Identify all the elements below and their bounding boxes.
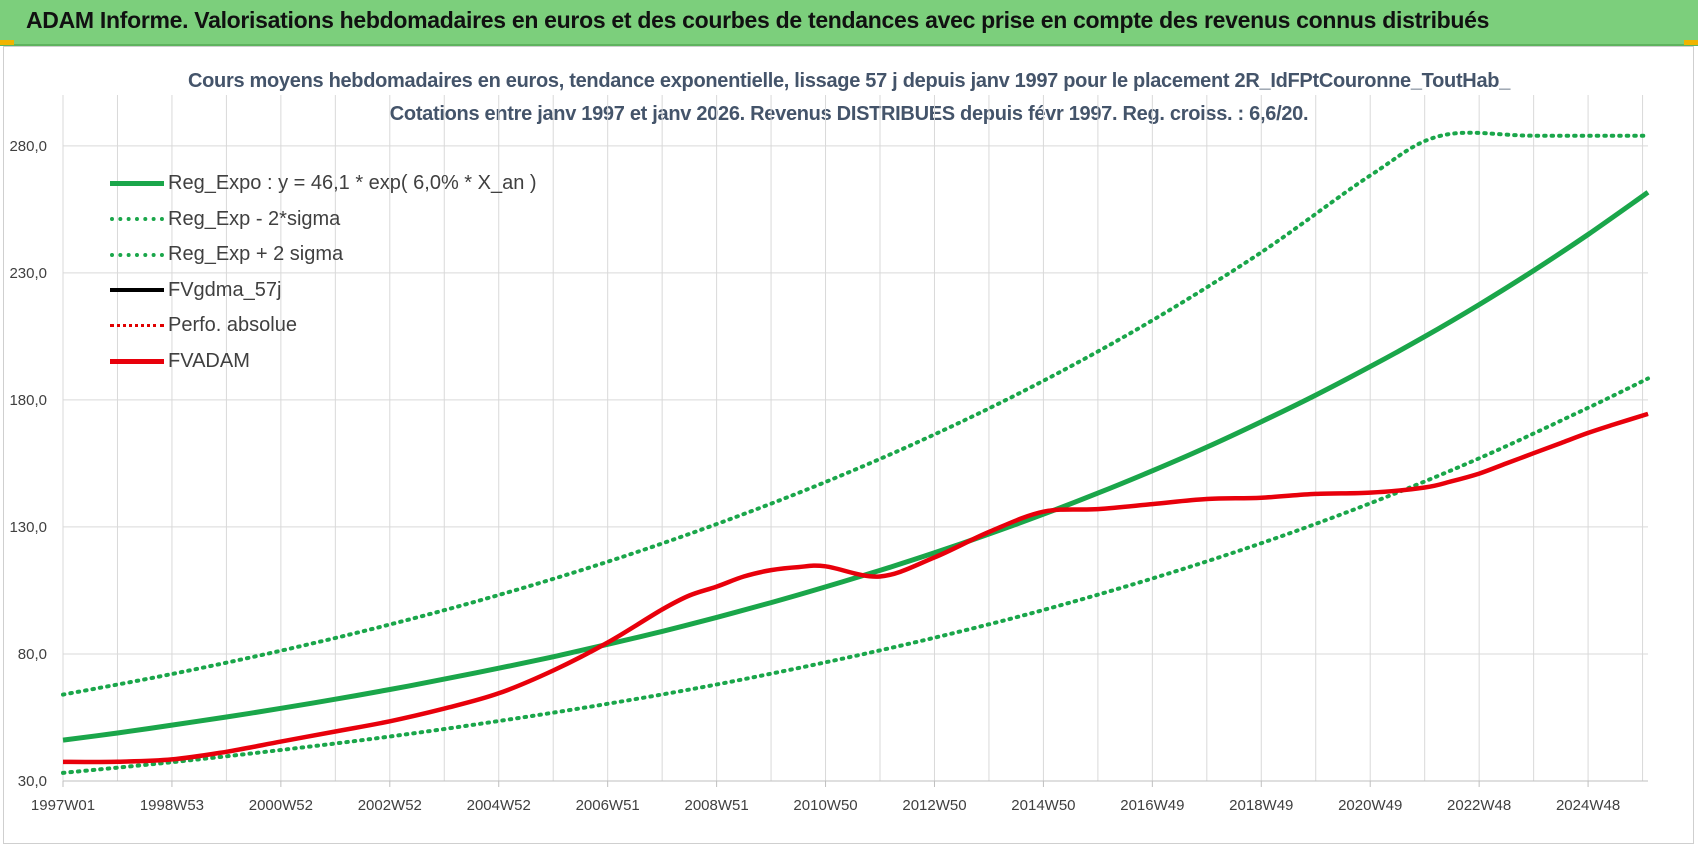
corner-marker-right [1684,40,1698,45]
chart-title-line-1: Cours moyens hebdomadaires en euros, ten… [187,70,1511,92]
legend-swatch-reg-expo [110,181,164,187]
series-reg-plus-2sigma [61,130,1650,697]
y-axis: 30,0 80,0 130,0 180,0 230,0 280,0 [9,138,47,790]
chart-legend: Reg_Expo : y = 46,1 * exp( 6,0% * X_an )… [110,166,537,379]
y-tick-label: 280,0 [9,138,47,155]
series-lines [61,130,1650,775]
legend-label-perfo: Perfo. absolue [168,314,297,337]
x-tick-label: 2004W52 [467,797,531,814]
corner-marker-left [0,40,14,45]
legend-item-reg-expo: Reg_Expo : y = 46,1 * exp( 6,0% * X_an ) [110,166,537,202]
series-fvgdma-57j [62,412,1649,763]
legend-swatch-fvadam [110,358,164,364]
legend-item-reg-minus: Reg_Exp - 2*sigma [110,202,537,238]
x-tick-label: 2002W52 [358,797,422,814]
y-tick-label: 30,0 [18,773,47,790]
x-tick-label: 2006W51 [576,797,640,814]
legend-item-fvadam: FVADAM [110,344,537,380]
legend-item-fvgdma: FVgdma_57j [110,273,537,309]
x-tick-label: 1998W53 [140,797,204,814]
legend-label-fvadam: FVADAM [168,349,250,372]
x-tick-label: 2022W48 [1447,797,1511,814]
legend-label-reg-minus: Reg_Exp - 2*sigma [168,207,341,230]
y-tick-label: 130,0 [9,519,47,536]
legend-label-reg-expo: Reg_Expo : y = 46,1 * exp( 6,0% * X_an ) [168,172,537,195]
legend-swatch-reg-plus [110,252,164,257]
x-tick-label: 1997W01 [31,797,95,814]
report-title: ADAM Informe. Valorisations hebdomadaire… [26,7,1490,33]
chart-frame [3,46,1694,844]
chart-title-line-2: Cotations entre janv 1997 et janv 2026. … [389,103,1309,125]
x-tick-label: 2018W49 [1229,797,1293,814]
legend-label-fvgdma: FVgdma_57j [168,278,282,301]
y-tick-label: 80,0 [18,646,47,663]
grid-lines [62,95,1648,782]
x-tick-label: 2012W50 [902,797,966,814]
x-tick-label: 2020W49 [1338,797,1402,814]
report-banner: ADAM Informe. Valorisations hebdomadaire… [0,0,1698,46]
x-tick-label: 2016W49 [1120,797,1184,814]
legend-swatch-perfo [110,324,164,328]
x-tick-label: 2010W50 [793,797,857,814]
legend-swatch-reg-minus [110,217,164,222]
legend-swatch-fvgdma [110,288,164,293]
series-fvadam [62,411,1649,765]
x-axis: 1997W01 1998W53 2000W52 2002W52 2004W52 2006W… [31,780,1648,814]
legend-label-reg-plus: Reg_Exp + 2 sigma [168,243,344,266]
legend-item-reg-plus: Reg_Exp + 2 sigma [110,237,537,273]
x-tick-label: 2008W51 [684,797,748,814]
x-tick-label: 2000W52 [249,797,313,814]
y-tick-label: 180,0 [9,392,47,409]
x-tick-label: 2024W48 [1556,797,1620,814]
y-tick-label: 230,0 [9,265,47,282]
x-tick-label: 2014W50 [1011,797,1075,814]
legend-item-perfo: Perfo. absolue [110,308,537,344]
